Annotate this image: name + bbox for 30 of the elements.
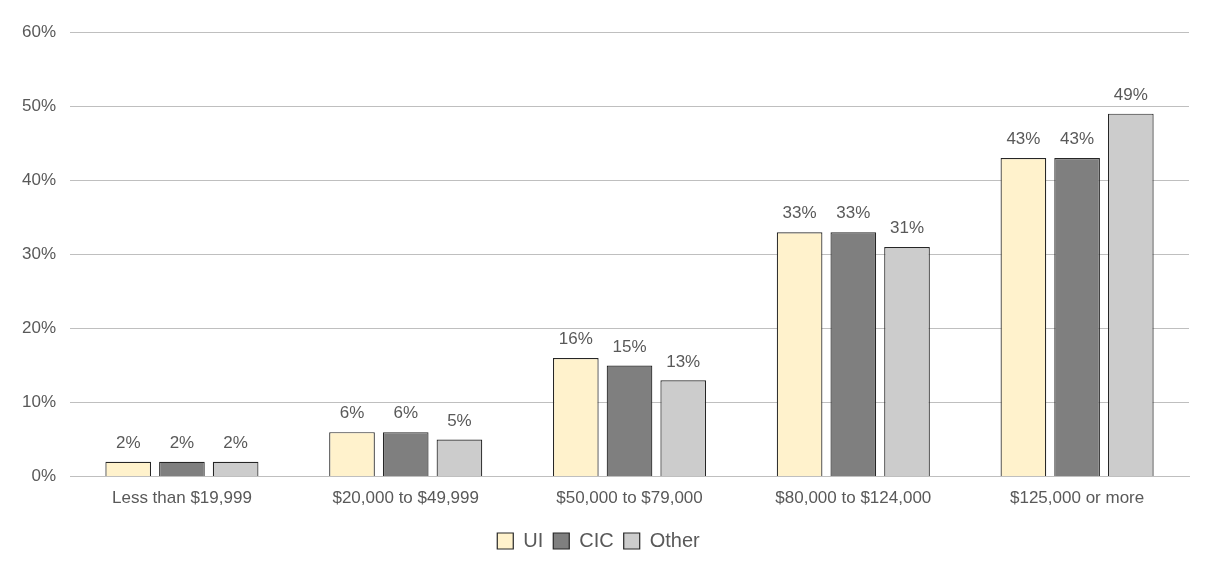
data-label: 16%	[558, 329, 593, 349]
legend-label: CIC	[579, 528, 614, 551]
y-tick-label: 20%	[21, 318, 57, 338]
y-tick-label: 60%	[21, 21, 57, 41]
y-tick-label: 40%	[21, 170, 57, 190]
data-label: 31%	[890, 218, 925, 238]
y-tick-label: 50%	[21, 95, 57, 115]
data-label: 6%	[393, 403, 419, 423]
legend-label: Other	[649, 528, 701, 551]
data-label: 15%	[612, 336, 647, 356]
data-label: 5%	[447, 410, 472, 430]
y-tick-label: 30%	[21, 244, 57, 264]
data-label: 2%	[223, 432, 248, 452]
data-label: 33%	[782, 203, 817, 223]
y-tick-label: 10%	[21, 392, 57, 412]
data-label: 13%	[666, 351, 701, 371]
x-tick-label: $20,000 to $49,999	[332, 488, 479, 508]
data-label: 6%	[339, 403, 365, 423]
data-label: 43%	[1006, 129, 1041, 149]
data-label: 2%	[115, 432, 141, 452]
x-tick-label: $50,000 to $79,000	[556, 488, 703, 508]
data-label: 49%	[1113, 84, 1148, 104]
legend-label: UI	[523, 528, 544, 551]
data-label: 43%	[1060, 129, 1095, 149]
data-label: 2%	[169, 432, 195, 452]
x-tick-label: $80,000 to $124,000	[775, 488, 932, 508]
data-label: 33%	[836, 203, 871, 223]
x-tick-label: Less than $19,999	[111, 488, 252, 508]
y-tick-label: 0%	[31, 466, 57, 486]
x-tick-label: $125,000 or more	[1010, 488, 1145, 508]
